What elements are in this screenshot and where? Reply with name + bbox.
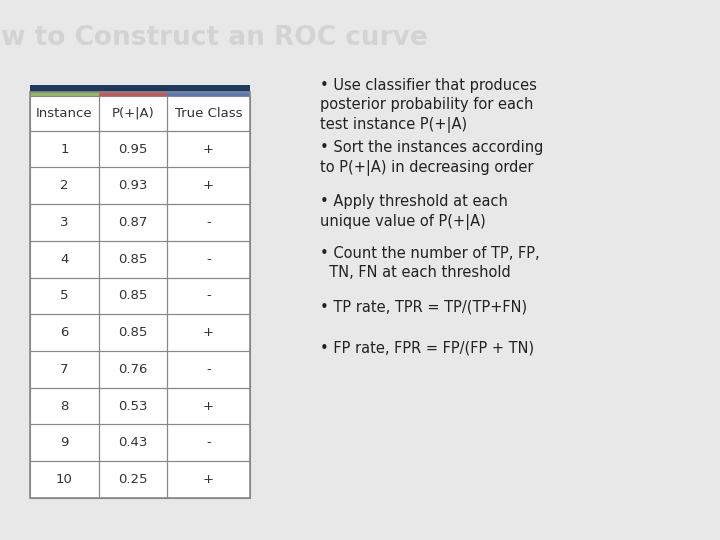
Bar — [167, 241, 250, 278]
Bar — [30, 388, 99, 424]
Text: +: + — [203, 143, 214, 156]
Text: 10: 10 — [56, 473, 73, 486]
Text: 0.93: 0.93 — [118, 179, 148, 192]
Bar — [99, 388, 167, 424]
Bar — [30, 314, 99, 351]
Text: 4: 4 — [60, 253, 68, 266]
Bar — [30, 461, 250, 498]
Bar — [167, 424, 250, 461]
Bar — [30, 314, 250, 351]
Text: 0.85: 0.85 — [118, 253, 148, 266]
Bar — [30, 388, 250, 424]
Bar — [99, 314, 167, 351]
Text: 0.76: 0.76 — [118, 363, 148, 376]
Text: +: + — [203, 473, 214, 486]
Bar — [99, 278, 167, 314]
Bar — [30, 204, 99, 241]
Bar — [99, 241, 167, 278]
Bar — [30, 131, 250, 167]
Text: +: + — [203, 326, 214, 339]
Bar — [30, 204, 250, 241]
Text: 7: 7 — [60, 363, 68, 376]
Text: • Apply threshold at each
unique value of P(+|A): • Apply threshold at each unique value o… — [320, 194, 508, 230]
Bar — [167, 461, 250, 498]
Bar — [167, 314, 250, 351]
Text: +: + — [203, 400, 214, 413]
Text: P(+|A): P(+|A) — [112, 106, 154, 120]
Bar — [30, 92, 99, 96]
Bar — [30, 424, 99, 461]
Text: 0.53: 0.53 — [118, 400, 148, 413]
Text: +: + — [203, 179, 214, 192]
Text: True Class: True Class — [175, 106, 242, 120]
Bar — [30, 351, 250, 388]
Bar — [30, 167, 99, 204]
Text: 0.25: 0.25 — [118, 473, 148, 486]
Bar — [99, 424, 167, 461]
Bar — [30, 96, 250, 131]
Text: 0.43: 0.43 — [118, 436, 148, 449]
Text: • FP rate, FPR = FP/(FP + TN): • FP rate, FPR = FP/(FP + TN) — [320, 340, 534, 355]
Text: How to Construct an ROC curve: How to Construct an ROC curve — [0, 25, 428, 51]
Text: • Sort the instances according
to P(+|A) in decreasing order: • Sort the instances according to P(+|A)… — [320, 140, 544, 176]
Bar — [99, 461, 167, 498]
Bar — [99, 351, 167, 388]
Bar — [167, 167, 250, 204]
Bar — [99, 204, 167, 241]
Text: -: - — [206, 253, 211, 266]
Bar — [99, 167, 167, 204]
Bar — [167, 278, 250, 314]
Bar — [30, 278, 99, 314]
Bar — [30, 85, 250, 92]
Text: Instance: Instance — [36, 106, 93, 120]
Text: 2: 2 — [60, 179, 68, 192]
Bar — [30, 241, 250, 278]
Text: 0.87: 0.87 — [118, 216, 148, 229]
Text: 0.85: 0.85 — [118, 289, 148, 302]
Bar — [30, 96, 99, 131]
Text: • Count the number of TP, FP,
  TN, FN at each threshold: • Count the number of TP, FP, TN, FN at … — [320, 246, 540, 280]
Bar — [30, 351, 99, 388]
Bar — [30, 131, 99, 167]
Text: • Use classifier that produces
posterior probability for each
test instance P(+|: • Use classifier that produces posterior… — [320, 78, 537, 133]
Text: 3: 3 — [60, 216, 68, 229]
Bar — [99, 96, 167, 131]
Bar — [30, 167, 250, 204]
Bar — [30, 278, 250, 314]
Bar — [99, 92, 167, 96]
Bar — [99, 131, 167, 167]
Text: 9: 9 — [60, 436, 68, 449]
Text: 5: 5 — [60, 289, 68, 302]
Text: -: - — [206, 216, 211, 229]
Text: 0.95: 0.95 — [118, 143, 148, 156]
Bar — [30, 424, 250, 461]
Bar — [167, 388, 250, 424]
Text: 8: 8 — [60, 400, 68, 413]
Text: -: - — [206, 363, 211, 376]
Bar — [30, 92, 250, 498]
Text: 6: 6 — [60, 326, 68, 339]
Text: 0.85: 0.85 — [118, 326, 148, 339]
Text: -: - — [206, 436, 211, 449]
Bar — [30, 461, 99, 498]
Text: 1: 1 — [60, 143, 68, 156]
Text: -: - — [206, 289, 211, 302]
Bar — [167, 96, 250, 131]
Text: • TP rate, TPR = TP/(TP+FN): • TP rate, TPR = TP/(TP+FN) — [320, 300, 528, 315]
Bar — [167, 351, 250, 388]
Bar — [30, 241, 99, 278]
Bar — [167, 92, 250, 96]
Bar — [167, 204, 250, 241]
Bar — [167, 131, 250, 167]
